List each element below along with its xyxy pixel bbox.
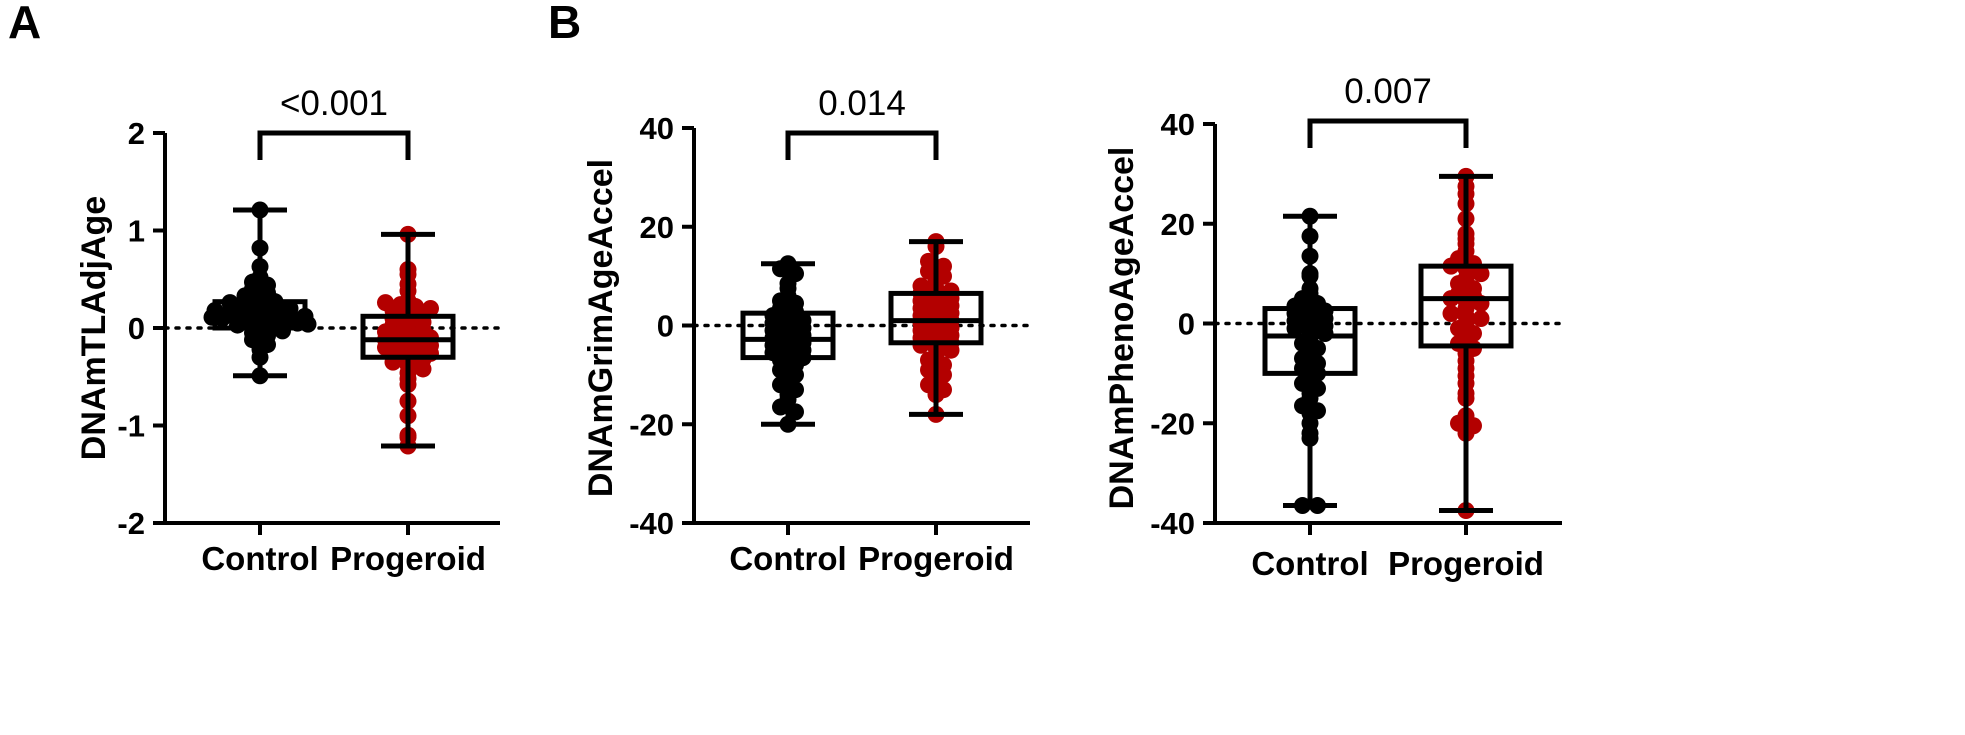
category-label-control: Control <box>201 540 318 577</box>
y-tick-label: 0 <box>128 311 145 346</box>
charts-group: -2 -1 0 1 2 DNAmTLAdjAge Control Progeroid <0.00… <box>75 72 1564 582</box>
chart-panel-1: -40 -20 0 20 40 DNAmGrimAgeAccel Control Proger… <box>582 84 1032 577</box>
p-value-label: <0.001 <box>280 84 388 123</box>
chart-panel-0: -2 -1 0 1 2 DNAmTLAdjAge Control Progeroid <0.00… <box>75 84 502 577</box>
category-label-control: Control <box>1251 545 1368 582</box>
y-tick-label: 0 <box>657 309 674 344</box>
significance-bracket <box>257 130 411 160</box>
y-tick-label: -20 <box>629 407 674 442</box>
y-tick-label: 40 <box>640 111 674 146</box>
series-progeroid <box>888 233 984 423</box>
series-progeroid <box>1418 167 1514 520</box>
y-tick-label: 1 <box>128 214 145 249</box>
significance-bracket <box>785 130 939 160</box>
p-value-label: 0.007 <box>1344 72 1432 111</box>
panel-letter-a: A <box>8 0 41 48</box>
data-point <box>274 322 291 340</box>
series-progeroid <box>360 225 456 455</box>
y-tick-label: -1 <box>117 409 145 444</box>
box-iqr <box>1262 306 1358 376</box>
data-point <box>1286 319 1304 337</box>
data-point <box>229 316 246 334</box>
y-tick-label: -2 <box>117 506 145 541</box>
y-axis-title: DNAmTLAdjAge <box>75 196 113 460</box>
data-point <box>1472 310 1490 328</box>
box-iqr <box>1418 263 1514 349</box>
box-iqr <box>740 310 836 361</box>
box-iqr <box>360 313 456 360</box>
y-axis-title: DNAmGrimAgeAccel <box>582 159 620 497</box>
y-axis-title: DNAmPhenoAgeAccel <box>1103 147 1141 510</box>
y-tick-label: -40 <box>629 506 674 541</box>
chart-panel-2: -40 -20 0 20 40 DNAmPhenoAgeAccel Control Proge… <box>1103 72 1564 582</box>
data-point <box>787 403 804 421</box>
data-point <box>1472 265 1490 283</box>
data-point <box>772 398 789 416</box>
series-control <box>740 255 836 433</box>
y-tick-label: -20 <box>1150 406 1195 441</box>
data-point <box>1442 305 1460 323</box>
category-label-progeroid: Progeroid <box>1388 545 1544 582</box>
y-tick-label: 2 <box>128 116 145 151</box>
significance-bracket <box>1307 118 1469 148</box>
category-label-progeroid: Progeroid <box>858 540 1014 577</box>
y-tick-label: 20 <box>1161 207 1195 242</box>
category-label-progeroid: Progeroid <box>330 540 486 577</box>
panel-letter-b: B <box>548 0 581 48</box>
p-value-label: 0.014 <box>818 84 906 123</box>
y-tick-label: -40 <box>1150 506 1195 541</box>
data-point <box>414 360 432 378</box>
series-control <box>1262 207 1358 515</box>
series-control <box>203 201 317 385</box>
y-tick-label: 40 <box>1161 107 1195 142</box>
data-point <box>942 341 960 359</box>
category-label-control: Control <box>729 540 846 577</box>
y-tick-label: 0 <box>1178 307 1195 342</box>
y-tick-label: 20 <box>640 210 674 245</box>
